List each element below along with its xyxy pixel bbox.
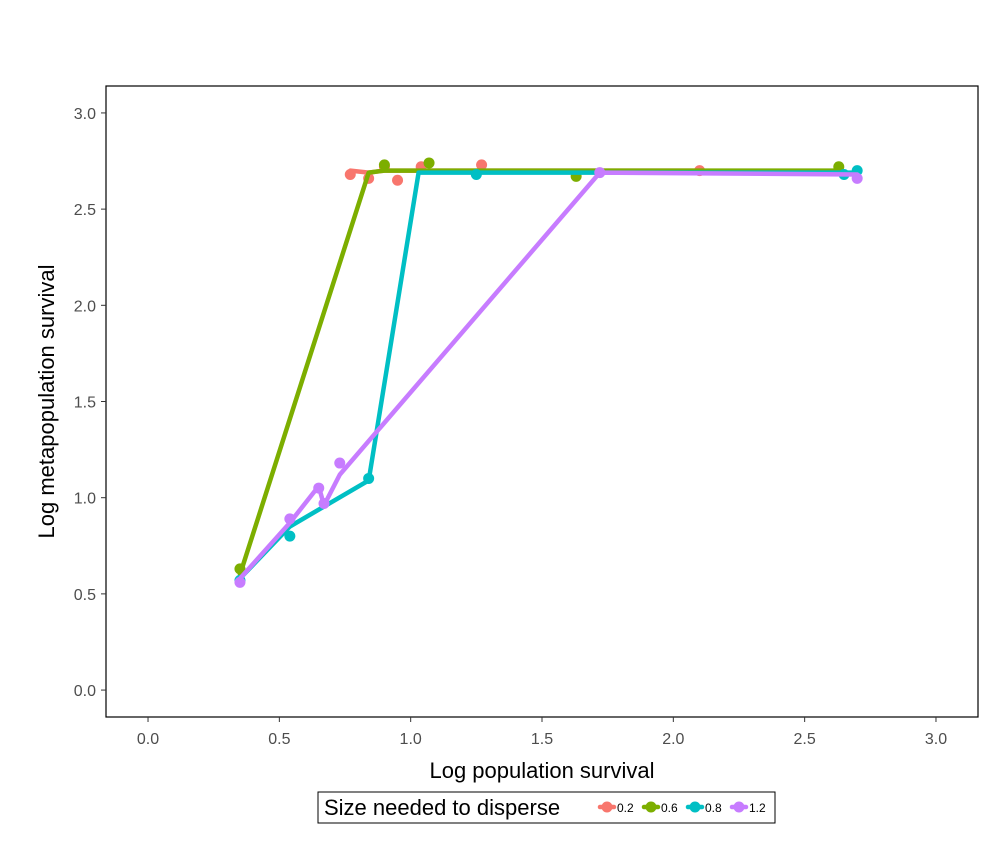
legend-item-1.2: 1.2	[729, 801, 766, 815]
y-axis-title: Log metapopulation survival	[34, 265, 59, 539]
legend-key-point	[689, 801, 701, 813]
y-tick-label: 2.0	[74, 298, 96, 315]
data-point	[284, 513, 296, 525]
legend-item-0.8: 0.8	[685, 801, 722, 815]
series-1.2	[234, 167, 863, 588]
data-point	[284, 530, 296, 542]
data-point	[318, 497, 330, 509]
series-line	[237, 168, 842, 577]
y-axis: 0.0 0.5 1.0 1.5 2.0 2.5 3.0	[74, 106, 106, 700]
legend: Size needed to disperse 0.2 0.6 0.8 1.2	[317, 791, 776, 824]
data-point	[334, 457, 346, 469]
legend-item-0.6: 0.6	[641, 801, 678, 815]
x-tick-label: 0.0	[137, 731, 159, 748]
data-point	[851, 172, 863, 184]
plot-area	[234, 157, 863, 588]
series-0.8	[234, 165, 863, 586]
data-point	[470, 168, 482, 180]
y-tick-label: 3.0	[74, 106, 96, 123]
x-tick-label: 1.0	[400, 731, 422, 748]
x-tick-label: 3.0	[925, 731, 947, 748]
data-point	[392, 174, 404, 186]
x-tick-label: 2.0	[662, 731, 684, 748]
data-point	[476, 159, 488, 171]
legend-keys: 0.2 0.6 0.8 1.2	[597, 801, 766, 815]
data-point	[833, 161, 845, 173]
panel-border	[105, 85, 979, 718]
data-point	[313, 482, 325, 494]
x-tick-label: 0.5	[268, 731, 290, 748]
data-point	[234, 563, 246, 575]
y-tick-label: 2.5	[74, 202, 96, 219]
x-tick-label: 2.5	[794, 731, 816, 748]
data-point	[363, 472, 375, 484]
x-axis: 0.0 0.5 1.0 1.5 2.0 2.5 3.0	[137, 717, 947, 748]
data-point	[344, 168, 356, 180]
y-tick-label: 1.5	[74, 395, 96, 412]
legend-key-point	[733, 801, 745, 813]
data-point	[423, 157, 435, 169]
series-0.6	[234, 157, 845, 577]
legend-key-point	[601, 801, 613, 813]
legend-key-point	[645, 801, 657, 813]
legend-title: Size needed to disperse	[324, 795, 560, 820]
legend-item-0.2: 0.2	[597, 801, 634, 815]
legend-label: 0.8	[705, 801, 722, 815]
legend-label: 0.6	[661, 801, 678, 815]
y-tick-label: 0.5	[74, 587, 96, 604]
data-point	[594, 167, 606, 179]
y-tick-label: 1.0	[74, 491, 96, 508]
x-axis-title: Log population survival	[429, 758, 654, 783]
series-line	[237, 170, 860, 581]
data-point	[378, 159, 390, 171]
y-tick-label: 0.0	[74, 683, 96, 700]
data-point	[234, 576, 246, 588]
legend-label: 0.2	[617, 801, 634, 815]
legend-label: 1.2	[749, 801, 766, 815]
x-tick-label: 1.5	[531, 731, 553, 748]
